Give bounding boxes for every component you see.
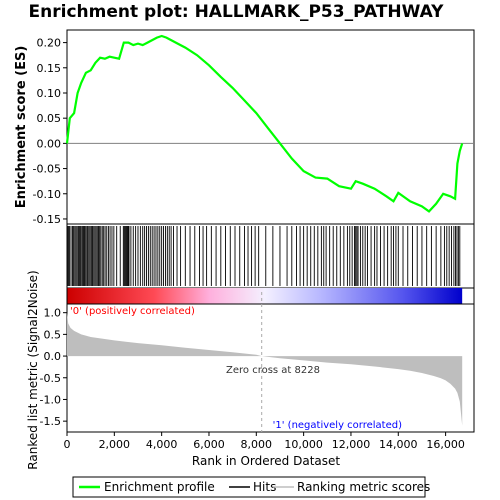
ranked-metric-panel: -1.5 -1.0 -0.5 0.0 0.5 1.0 0 2,000 4,000 6,000 8,… — [26, 270, 475, 470]
legend-hits: Hits — [253, 480, 276, 494]
ranked-y-tick-label: -0.5 — [40, 372, 61, 385]
es-y-tick-label: 0.00 — [37, 137, 62, 150]
zero-cross-label: Zero cross at 8228 — [226, 365, 320, 376]
x-axis-title: Rank in Ordered Dataset — [192, 454, 340, 468]
x-tick-label: 6,000 — [193, 438, 225, 451]
es-y-tick-label: -0.05 — [33, 163, 61, 176]
ranked-y-axis: -1.5 -1.0 -0.5 0.0 0.5 1.0 — [40, 307, 67, 428]
es-panel: -0.15 -0.10 -0.05 0.00 0.05 0.10 0.15 0.20 Enri… — [14, 29, 475, 226]
es-y-tick-label: -0.15 — [33, 213, 61, 226]
color-bar-gradient — [67, 288, 463, 304]
x-tick-label: 12,000 — [332, 438, 371, 451]
legend-ranking-metric: Ranking metric scores — [297, 480, 430, 494]
ranked-y-tick-label: -1.5 — [40, 415, 61, 428]
ranked-y-axis-title: Ranked list metric (Signal2Noise) — [26, 270, 40, 469]
ranked-x-axis: 0 2,000 4,000 6,000 8,000 10,000 12,000 14,000 1… — [64, 432, 465, 451]
ranking-color-bar — [66, 287, 475, 305]
ranked-y-tick-label: 0.0 — [44, 350, 62, 363]
ranked-y-tick-label: -1.0 — [40, 393, 61, 406]
es-y-tick-label: 0.20 — [37, 37, 62, 50]
es-y-tick-label: -0.10 — [33, 188, 61, 201]
legend: Enrichment profile Hits Ranking metric s… — [72, 476, 430, 498]
x-tick-label: 16,000 — [426, 438, 465, 451]
es-panel-frame — [66, 29, 475, 225]
enrichment-profile-line — [65, 34, 464, 213]
es-y-tick-label: 0.05 — [37, 112, 62, 125]
x-tick-label: 8,000 — [241, 438, 273, 451]
positive-correlation-label: '0' (positively correlated) — [70, 306, 195, 317]
hits-panel-frame — [66, 223, 475, 289]
legend-enrichment-profile: Enrichment profile — [104, 480, 215, 494]
x-tick-label: 10,000 — [284, 438, 323, 451]
x-tick-label: 2,000 — [99, 438, 131, 451]
ranked-y-tick-label: 0.5 — [44, 328, 62, 341]
es-y-axis: -0.15 -0.10 -0.05 0.00 0.05 0.10 0.15 0.20 — [33, 37, 67, 226]
es-y-axis-title: Enrichment score (ES) — [14, 46, 29, 209]
hits-panel — [66, 223, 475, 289]
es-y-tick-label: 0.10 — [37, 87, 62, 100]
x-tick-label: 4,000 — [146, 438, 178, 451]
hits-marks — [67, 226, 461, 286]
es-y-tick-label: 0.15 — [37, 62, 62, 75]
negative-correlation-label: '1' (negatively correlated) — [273, 420, 402, 431]
x-tick-label: 14,000 — [379, 438, 418, 451]
chart-title: Enrichment plot: HALLMARK_P53_PATHWAY — [29, 2, 445, 22]
x-tick-label: 0 — [64, 438, 71, 451]
ranked-y-tick-label: 1.0 — [44, 307, 62, 320]
